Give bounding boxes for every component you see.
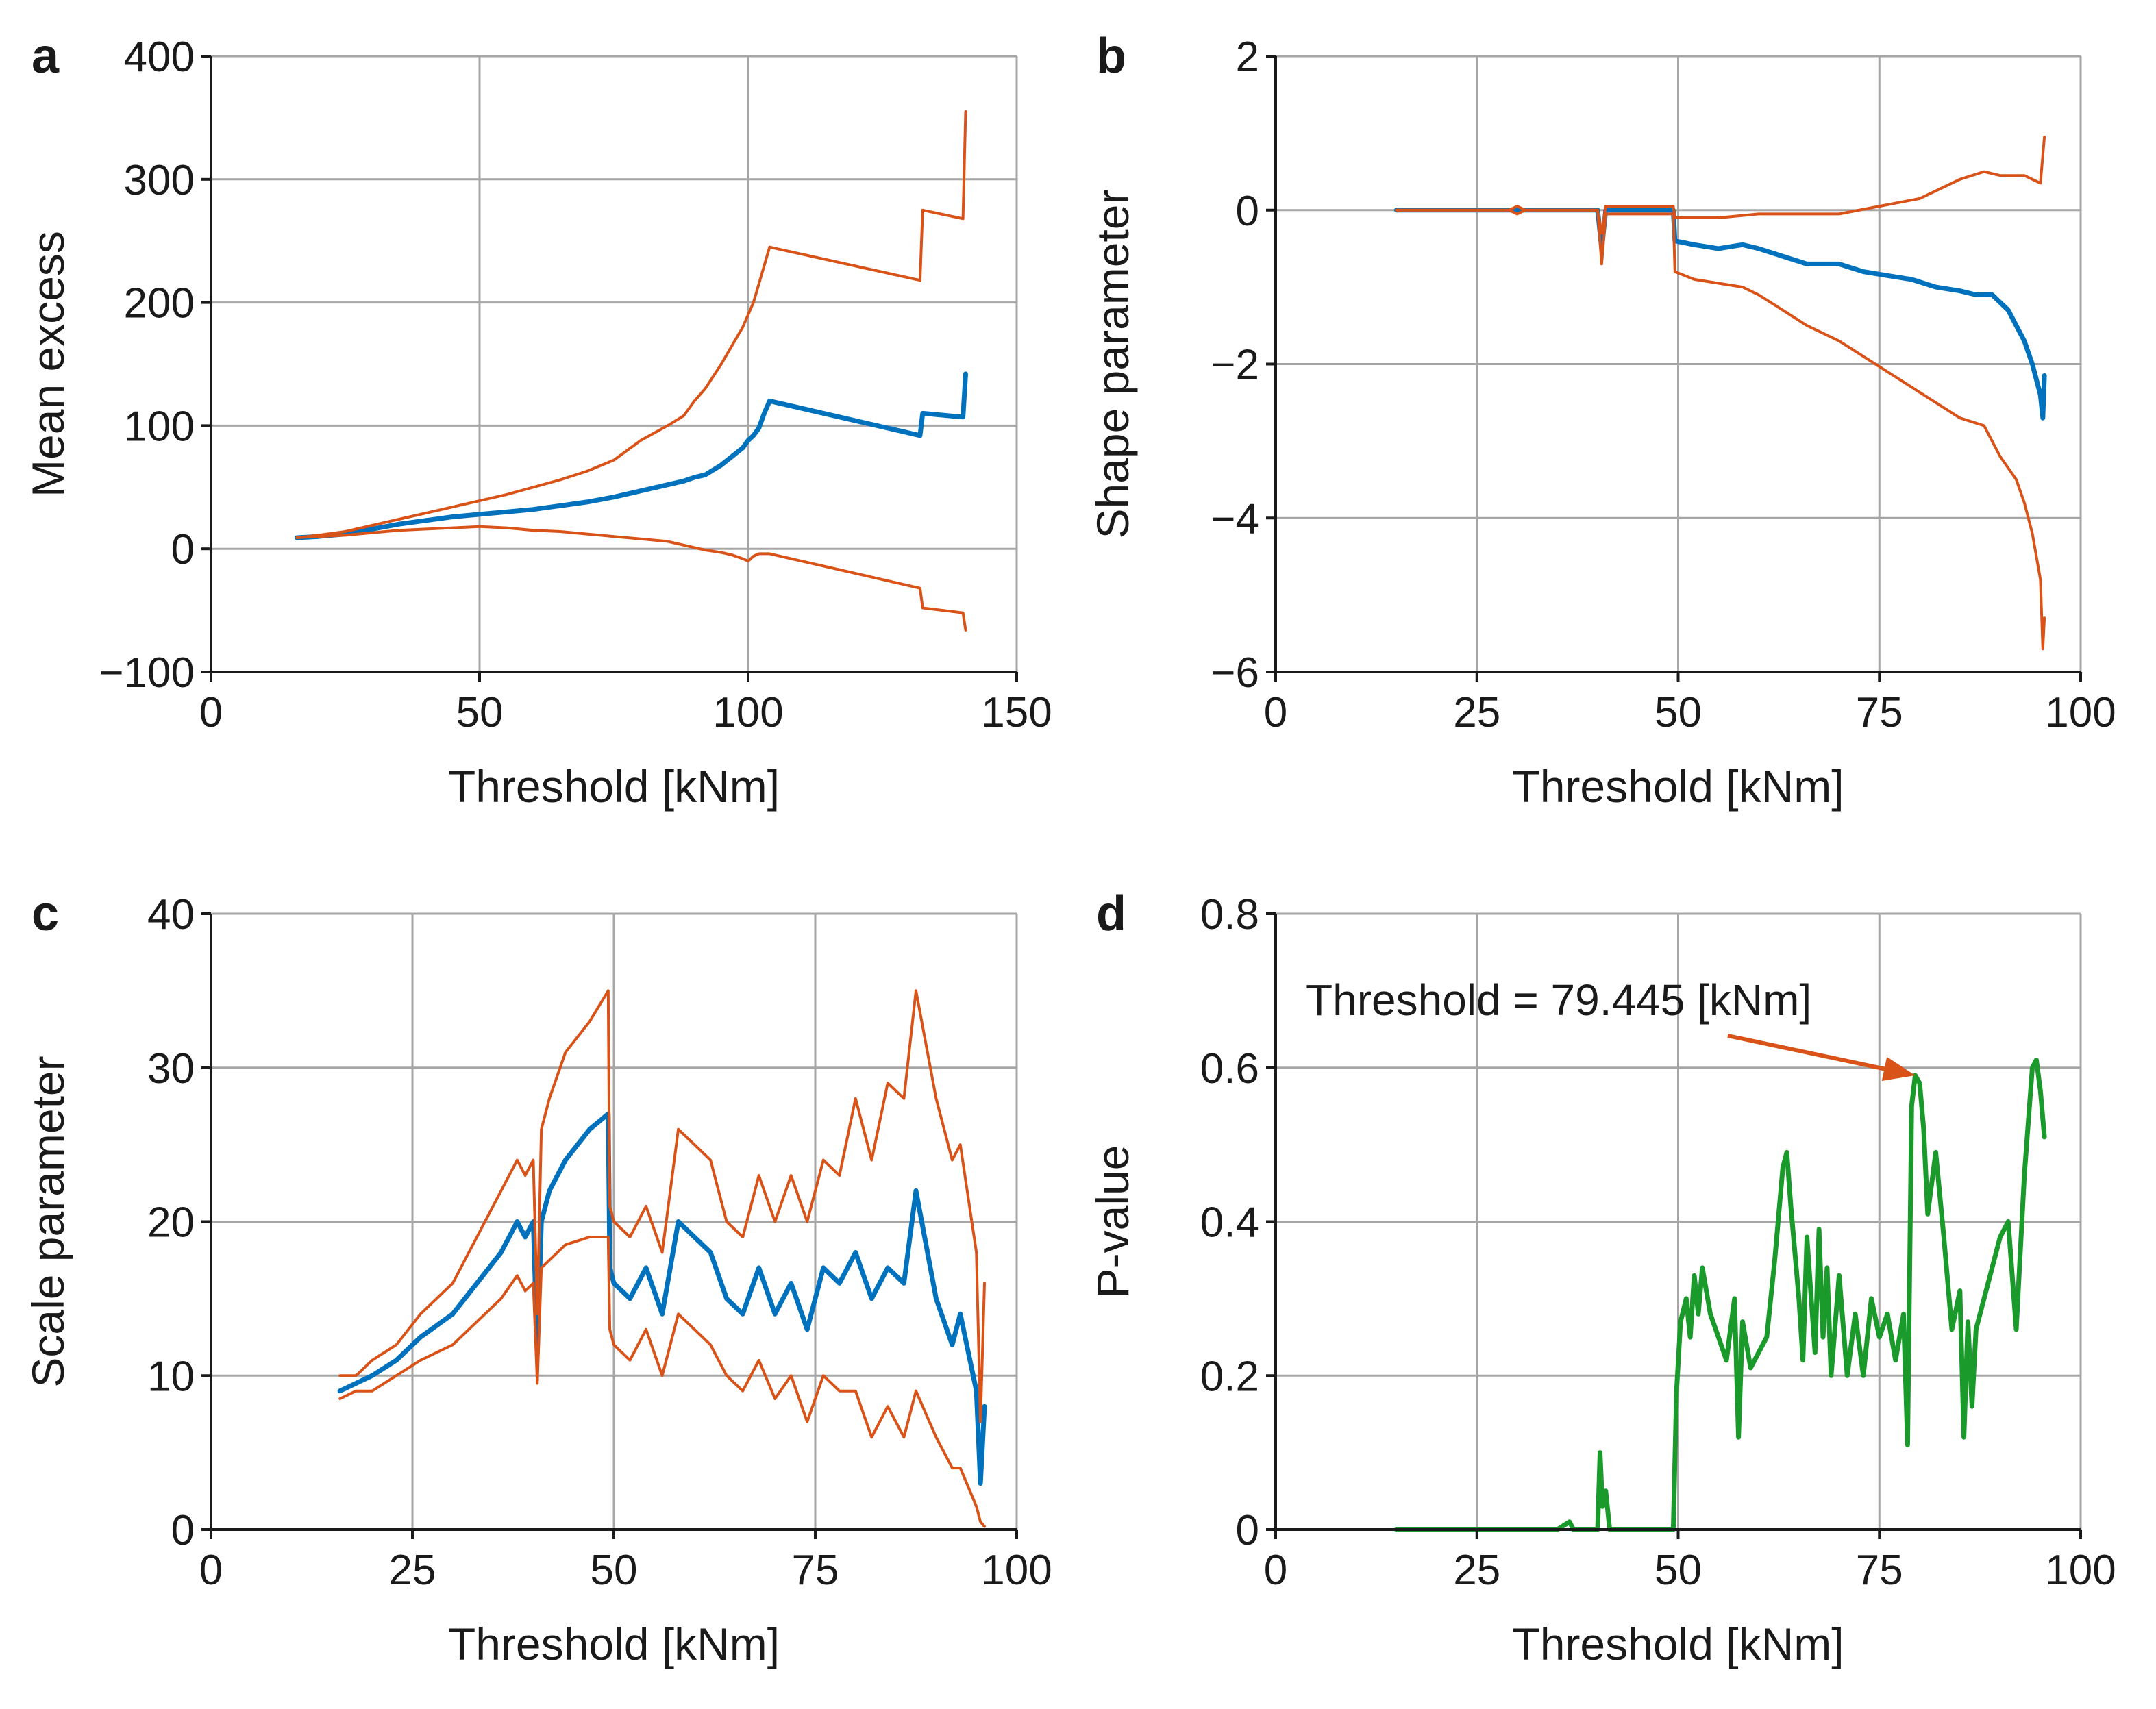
x-tick-label: 0: [199, 689, 223, 736]
x-tick-label: 0: [1264, 689, 1287, 736]
y-tick-label: −100: [99, 649, 195, 697]
y-tick-label: −4: [1211, 495, 1259, 542]
panel-letter: c: [32, 886, 59, 941]
y-axis-label: Mean excess: [23, 231, 73, 497]
panel-letter: d: [1096, 886, 1126, 941]
y-tick-label: 100: [124, 403, 195, 450]
series-line-lower: [338, 1236, 986, 1528]
x-tick-label: 100: [2045, 689, 2116, 736]
x-tick-label: 0: [199, 1547, 223, 1594]
x-tick-label: 100: [713, 689, 783, 736]
x-tick-label: 75: [1856, 1547, 1903, 1594]
y-tick-label: 0.4: [1200, 1199, 1259, 1247]
x-axis-label: Threshold [kNm]: [448, 1619, 780, 1669]
series-line-upper: [338, 989, 986, 1423]
x-tick-label: 75: [792, 1547, 839, 1594]
x-tick-label: 50: [456, 689, 504, 736]
x-tick-label: 75: [1856, 689, 1903, 736]
annotation-arrow-shaft: [1727, 1034, 1885, 1071]
panel-c: 0 25 50 75 100 0 10 20 30 40 Threshold [kNm] Scale …: [23, 886, 1052, 1669]
y-tick-label: 30: [147, 1045, 195, 1093]
series-line-mean: [337, 1111, 987, 1486]
y-tick-label: 200: [124, 280, 195, 327]
x-axis-label: Threshold [kNm]: [1512, 761, 1844, 812]
x-tick-label: 50: [1655, 1547, 1702, 1594]
y-tick-label: 0: [171, 1507, 195, 1554]
series-line-lower: [295, 525, 967, 632]
series-line-p-value: [1393, 1058, 2047, 1532]
panel-b: 0 25 50 75 100 −6 −4 −2 0 2 Threshold [kNm] Shape p…: [1087, 29, 2116, 812]
y-tick-label: −6: [1211, 649, 1259, 697]
y-tick-label: 2: [1236, 34, 1259, 81]
x-axis-label: Threshold [kNm]: [448, 761, 780, 812]
series-line-lower: [1395, 208, 2046, 651]
y-tick-label: 300: [124, 157, 195, 204]
y-axis-label: P-value: [1087, 1145, 1138, 1299]
x-tick-label: 50: [1655, 689, 1702, 736]
panel-letter: b: [1096, 29, 1126, 84]
y-tick-label: 0: [171, 526, 195, 573]
y-axis-label: Scale parameter: [23, 1056, 73, 1387]
y-tick-label: −2: [1211, 342, 1259, 389]
y-tick-label: 0.8: [1200, 891, 1259, 938]
panel-d: 0 25 50 75 100 0 0.2 0.4 0.6 0.8 Threshold [kNm] P-…: [1087, 886, 2116, 1669]
series-line-mean: [294, 371, 968, 540]
x-axis-label: Threshold [kNm]: [1512, 1619, 1844, 1669]
y-tick-label: 20: [147, 1199, 195, 1247]
y-tick-label: 10: [147, 1353, 195, 1400]
panel-letter: a: [32, 29, 60, 84]
y-tick-label: 0.2: [1200, 1353, 1259, 1400]
x-tick-label: 150: [981, 689, 1052, 736]
y-tick-label: 400: [124, 34, 195, 81]
series-line-upper: [1395, 136, 2046, 235]
y-tick-label: 0.6: [1200, 1045, 1259, 1093]
x-tick-label: 25: [389, 1547, 436, 1594]
x-tick-label: 50: [591, 1547, 638, 1594]
annotation-arrow-head: [1881, 1056, 1916, 1082]
x-tick-label: 100: [2045, 1547, 2116, 1594]
y-tick-label: 0: [1236, 1507, 1259, 1554]
y-tick-label: 40: [147, 891, 195, 938]
x-tick-label: 25: [1453, 689, 1500, 736]
x-tick-label: 100: [981, 1547, 1052, 1594]
y-tick-label: 0: [1236, 188, 1259, 235]
series-line-upper: [295, 110, 967, 539]
x-tick-label: 25: [1453, 1547, 1500, 1594]
x-tick-label: 0: [1264, 1547, 1287, 1594]
annotation-text: Threshold = 79.445 [kNm]: [1306, 975, 1811, 1025]
y-axis-label: Shape parameter: [1087, 190, 1138, 539]
series-line-mean: [1393, 208, 2047, 421]
